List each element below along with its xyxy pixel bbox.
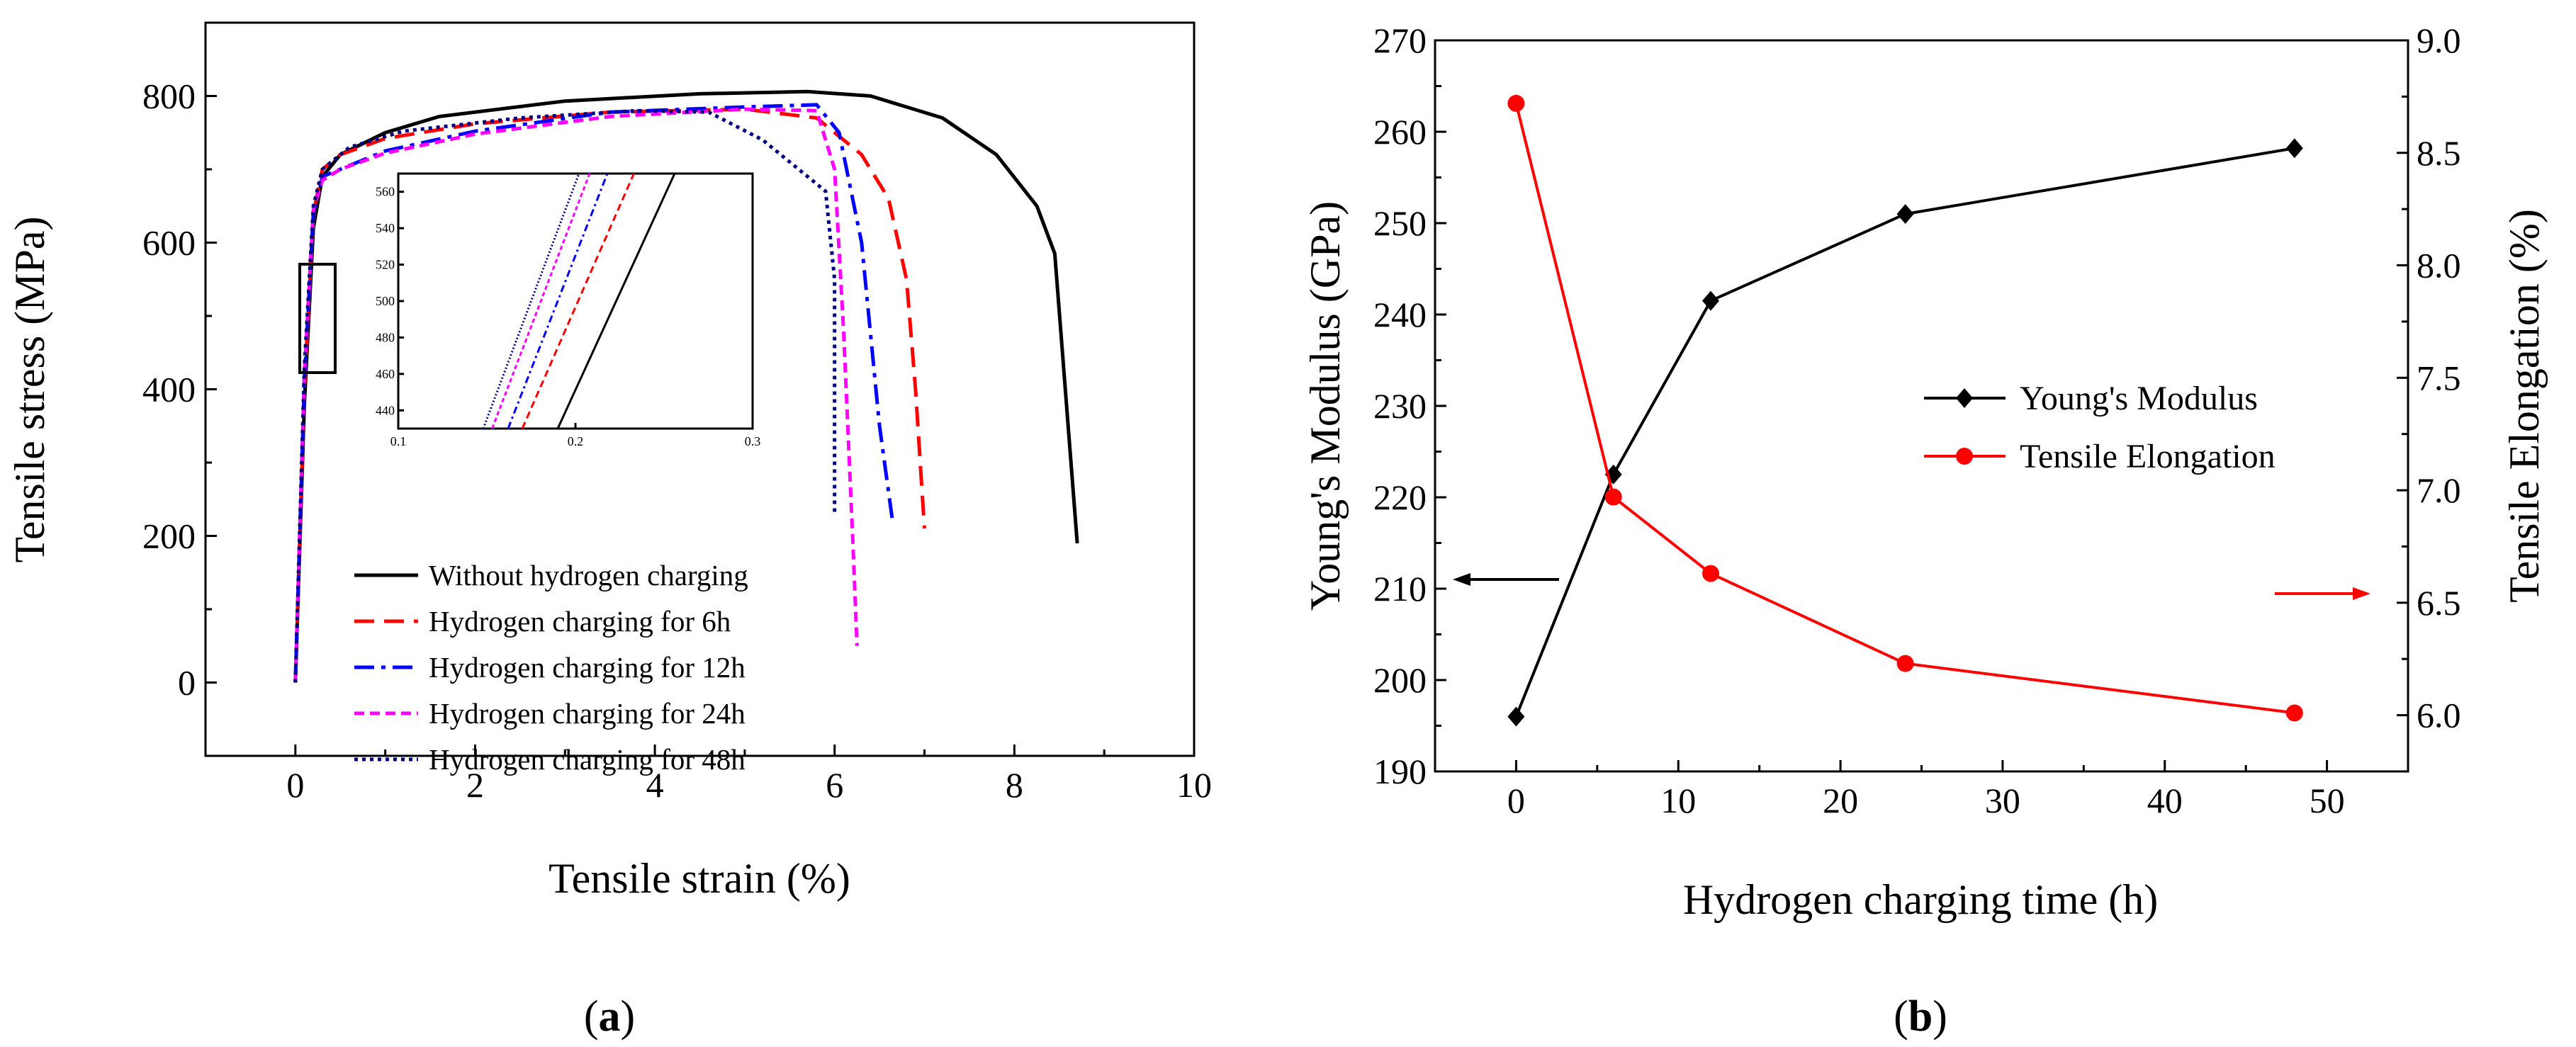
legend-entry-label: Tensile Elongation (2020, 438, 2276, 475)
panel-a-zoom-region-box (298, 263, 337, 374)
panel-a-axis-ticks: 0 2 4 6 8 10 0 200 400 600 800 (142, 21, 1212, 805)
inset-series-line (521, 173, 635, 429)
panel-a-series-lines (293, 89, 1079, 683)
y-tick-label: 200 (142, 516, 196, 556)
panel-b-x-axis-label: Hydrogen charging time (h) (1683, 876, 2158, 923)
left-y-tick-label: 190 (1373, 752, 1427, 791)
legend-entry-label: Hydrogen charging for 12h (429, 651, 746, 684)
elongation-data-point (1702, 565, 1720, 582)
panel-b-left-y-axis-label: Young's Modulus (GPa) (1302, 201, 1349, 611)
inset-series-line (491, 173, 591, 429)
right-y-tick-label: 6.0 (2417, 696, 2461, 735)
y-tick-label: 800 (142, 77, 196, 116)
legend-entry-label: Hydrogen charging for 24h (429, 697, 746, 730)
elongation-data-point (1896, 655, 1914, 672)
series-line-hydrogen-48h (293, 108, 837, 683)
panel-b-axis-ticks: 0 10 20 30 40 50 190 200 210 220 230 240 250 260 270 6.… (1373, 21, 2461, 820)
inset-y-tick-label: 440 (376, 403, 395, 417)
right-y-tick-label: 7.5 (2417, 358, 2461, 397)
inset-series-line (556, 173, 676, 429)
x-tick-label: 2 (466, 765, 484, 805)
x-tick-label: 30 (1985, 781, 2020, 820)
left-y-tick-label: 230 (1373, 386, 1427, 426)
inset-y-tick-label: 460 (376, 367, 395, 381)
panel-a-stress-strain-chart: 0 2 4 6 8 10 0 200 400 600 800 0.1 0.2 0.3 440 460 480 5… (6, 21, 1212, 1041)
legend-circle-marker (1956, 448, 1973, 465)
x-tick-label: 20 (1823, 781, 1858, 820)
left-y-tick-label: 270 (1373, 21, 1427, 60)
modulus-data-point (2285, 138, 2303, 159)
modulus-data-point (1507, 706, 1525, 727)
modulus-series-line (1514, 147, 2295, 718)
left-y-tick-label: 260 (1373, 112, 1427, 152)
right-y-tick-label: 7.0 (2417, 470, 2461, 510)
left-arrow-head-icon (1453, 573, 1470, 586)
panel-b-modulus-elongation-chart: 0 10 20 30 40 50 190 200 210 220 230 240 250 260 270 6.… (1302, 21, 2548, 1041)
left-y-tick-label: 210 (1373, 569, 1427, 609)
panel-a-plot-frame (204, 21, 1196, 757)
inset-y-tick-label: 520 (376, 258, 395, 272)
left-y-tick-label: 250 (1373, 203, 1427, 243)
panel-a-inset-chart: 0.1 0.2 0.3 440 460 480 500 520 540 560 (376, 172, 760, 448)
panel-b-legend: Young's Modulus Tensile Elongation (1924, 380, 2276, 475)
inset-y-tick-label: 500 (376, 294, 395, 308)
series-line-hydrogen-24h (293, 107, 859, 683)
elongation-data-point (1507, 94, 1525, 112)
inset-series-line (482, 173, 580, 429)
panel-b-axis-arrows (1453, 573, 2370, 600)
inset-series-line (507, 173, 609, 429)
modulus-data-point (1702, 290, 1720, 311)
panel-b-label: (b) (1894, 992, 1947, 1041)
x-tick-label: 10 (1660, 781, 1696, 820)
right-y-tick-label: 8.0 (2417, 246, 2461, 285)
legend-entry-label: Without hydrogen charging (429, 559, 748, 592)
inset-y-tick-label: 560 (376, 185, 395, 199)
y-tick-label: 400 (142, 370, 196, 409)
panel-b-plot-frame (1434, 39, 2409, 773)
legend-entry-label: Hydrogen charging for 6h (429, 605, 731, 638)
x-tick-label: 40 (2147, 781, 2183, 820)
right-arrow-head-icon (2353, 587, 2370, 600)
left-y-tick-label: 240 (1373, 295, 1427, 334)
x-tick-label: 6 (826, 765, 843, 805)
legend-entry-label: Hydrogen charging for 48h (429, 743, 746, 776)
modulus-data-point (1896, 204, 1914, 225)
x-tick-label: 8 (1006, 765, 1023, 805)
inset-y-tick-label: 540 (376, 221, 395, 235)
panel-a-x-axis-label: Tensile strain (%) (549, 855, 850, 902)
panel-a-legend: Without hydrogen charging Hydrogen chargi… (354, 559, 748, 776)
elongation-data-point (1604, 488, 1622, 506)
inset-series-lines (482, 173, 676, 429)
y-tick-label: 600 (142, 223, 196, 263)
x-tick-label: 0 (1507, 781, 1525, 820)
legend-diamond-marker (1956, 388, 1973, 408)
y-tick-label: 0 (178, 663, 196, 703)
inset-y-tick-label: 480 (376, 330, 395, 344)
right-y-tick-label: 6.5 (2417, 583, 2461, 623)
inset-x-tick-label: 0.1 (390, 434, 407, 448)
x-tick-label: 10 (1176, 765, 1212, 805)
x-tick-label: 4 (646, 765, 664, 805)
right-y-tick-label: 8.5 (2417, 133, 2461, 173)
inset-x-tick-label: 0.2 (568, 434, 584, 448)
panel-a-label: (a) (584, 992, 635, 1041)
series-line-without-hydrogen (293, 89, 1079, 683)
elongation-data-point (2285, 704, 2303, 722)
legend-entry-label: Young's Modulus (2020, 380, 2258, 417)
panel-b-series-lines (1507, 94, 2303, 727)
left-y-tick-label: 220 (1373, 477, 1427, 517)
x-tick-label: 50 (2310, 781, 2345, 820)
panel-a-y-axis-label: Tensile stress (MPa) (6, 216, 53, 562)
inset-x-tick-label: 0.3 (745, 434, 761, 448)
right-y-tick-label: 9.0 (2417, 21, 2461, 60)
panel-b-right-y-axis-label: Tensile Elongation (%) (2501, 209, 2548, 603)
left-y-tick-label: 200 (1373, 660, 1427, 700)
inset-axis-ticks: 0.1 0.2 0.3 440 460 480 500 520 540 560 (376, 185, 760, 448)
x-tick-label: 0 (286, 765, 304, 805)
